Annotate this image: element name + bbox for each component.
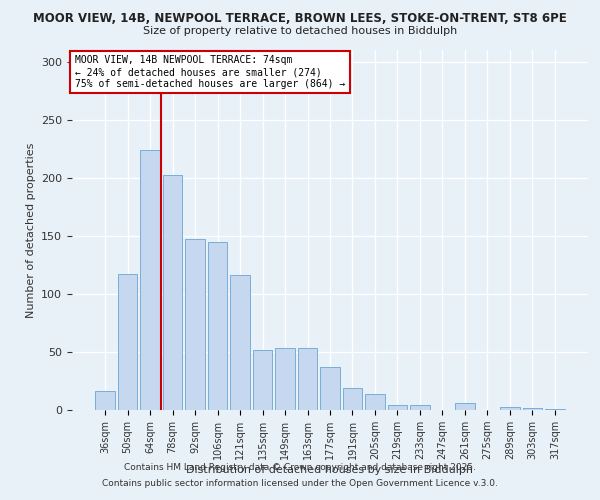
X-axis label: Distribution of detached houses by size in Biddulph: Distribution of detached houses by size … — [187, 465, 473, 475]
Bar — [388, 406, 407, 410]
Bar — [545, 409, 565, 410]
Bar — [208, 242, 227, 410]
Bar — [298, 348, 317, 410]
Text: Contains public sector information licensed under the Open Government Licence v.: Contains public sector information licen… — [102, 478, 498, 488]
Bar — [140, 150, 160, 410]
Bar — [253, 350, 272, 410]
Bar — [118, 274, 137, 410]
Bar — [275, 348, 295, 410]
Bar — [343, 388, 362, 410]
Bar — [320, 367, 340, 410]
Bar — [410, 406, 430, 410]
Bar — [95, 392, 115, 410]
Bar — [365, 394, 385, 410]
Bar — [500, 406, 520, 410]
Bar — [455, 403, 475, 410]
Text: Size of property relative to detached houses in Biddulph: Size of property relative to detached ho… — [143, 26, 457, 36]
Text: MOOR VIEW, 14B, NEWPOOL TERRACE, BROWN LEES, STOKE-ON-TRENT, ST8 6PE: MOOR VIEW, 14B, NEWPOOL TERRACE, BROWN L… — [33, 12, 567, 26]
Bar — [163, 176, 182, 410]
Text: Contains HM Land Registry data © Crown copyright and database right 2025.: Contains HM Land Registry data © Crown c… — [124, 464, 476, 472]
Bar — [523, 408, 542, 410]
Text: MOOR VIEW, 14B NEWPOOL TERRACE: 74sqm
← 24% of detached houses are smaller (274): MOOR VIEW, 14B NEWPOOL TERRACE: 74sqm ← … — [74, 56, 345, 88]
Bar — [185, 240, 205, 410]
Bar — [230, 276, 250, 410]
Y-axis label: Number of detached properties: Number of detached properties — [26, 142, 35, 318]
